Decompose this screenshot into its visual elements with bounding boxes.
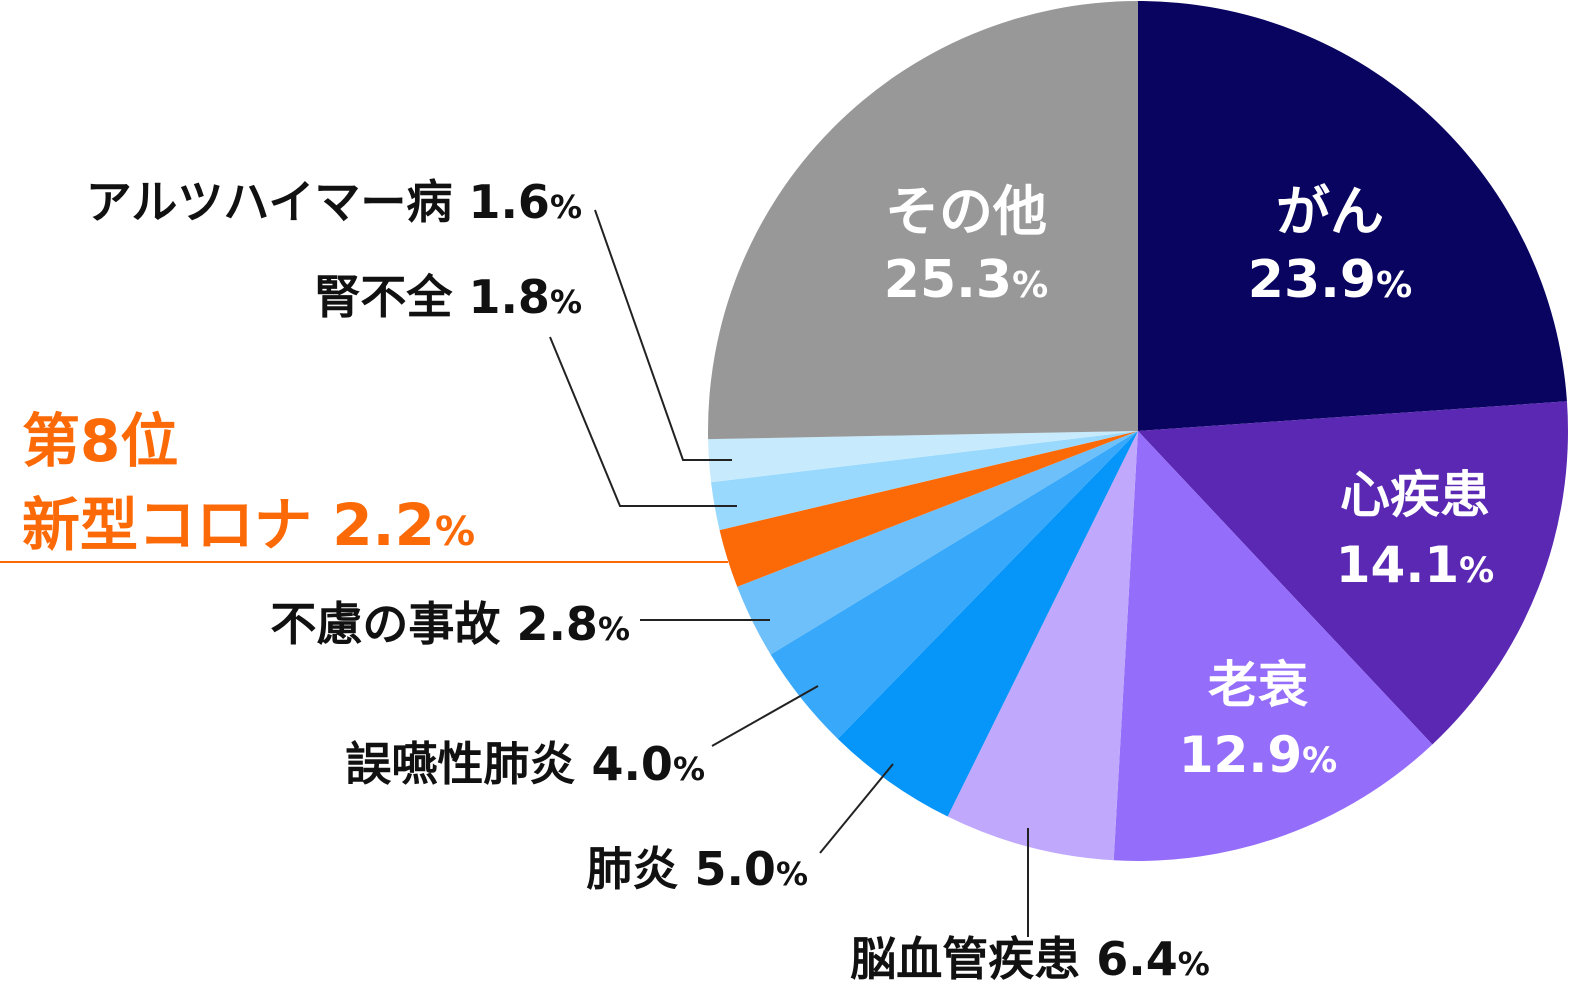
- label-cancer: がん 23.9%: [1248, 180, 1412, 310]
- slice-cerebrovascular: [947, 431, 1138, 861]
- slice-unit-pneumonia: %: [776, 855, 808, 893]
- slices-layer: [708, 1, 1568, 861]
- slice-value-covid: 2.2: [332, 491, 435, 559]
- slice-name-senility: 老衰: [1208, 656, 1308, 714]
- label-aspiration: 誤嚥性肺炎 4.0%: [345, 737, 705, 791]
- slice-value-heart: 14.1: [1336, 536, 1459, 594]
- slice-unit-aspiration: %: [673, 750, 705, 788]
- slice-unit-heart: %: [1459, 551, 1494, 591]
- label-value-senility: 12.9%: [1179, 726, 1337, 784]
- slice-covid: [719, 431, 1138, 587]
- slice-cancer: [1138, 1, 1567, 431]
- slice-name-kidney: 腎不全: [314, 270, 468, 324]
- slice-name-accident: 不慮の事故: [270, 597, 516, 651]
- label-pneumonia: 肺炎 5.0%: [586, 842, 808, 896]
- label-senility: 老衰 12.9%: [1179, 656, 1337, 784]
- leader-line-aspiration: [711, 685, 819, 747]
- slice-name-aspiration: 誤嚥性肺炎: [345, 737, 591, 791]
- leader-lines-layer: [0, 209, 1029, 937]
- slice-unit-covid: %: [435, 509, 475, 555]
- label-other: その他 25.3%: [884, 180, 1048, 310]
- leader-line-pneumonia: [819, 763, 894, 854]
- label-accident-text: 不慮の事故 2.8%: [270, 597, 630, 651]
- slice-value-other: 25.3: [884, 250, 1012, 310]
- label-rank-covid: 第8位: [22, 407, 178, 475]
- slice-value-kidney: 1.8: [468, 270, 550, 324]
- label-cerebrovascular-text: 脳血管疾患 6.4%: [850, 932, 1210, 986]
- slice-value-accident: 2.8: [516, 597, 598, 651]
- label-kidney-text: 腎不全 1.8%: [314, 270, 582, 324]
- slice-value-senility: 12.9: [1179, 726, 1302, 784]
- label-name-other: その他: [885, 180, 1047, 243]
- slice-unit-cancer: %: [1376, 265, 1412, 306]
- slice-unit-senility: %: [1302, 741, 1337, 781]
- leader-line-kidney: [549, 336, 737, 507]
- label-name-heart: 心疾患: [1340, 466, 1490, 524]
- label-name-cancer: がん: [1276, 180, 1384, 243]
- label-alzheimer: アルツハイマー病 1.6%: [86, 175, 582, 229]
- slice-accident: [737, 431, 1138, 655]
- slice-senility: [1113, 431, 1433, 861]
- label-pneumonia-text: 肺炎 5.0%: [586, 842, 808, 896]
- slice-value-cancer: 23.9: [1248, 250, 1376, 310]
- slice-name-covid: 新型コロナ: [22, 491, 332, 559]
- slice-value-pneumonia: 5.0: [694, 842, 776, 896]
- slice-heart: [1138, 401, 1568, 745]
- label-alzheimer-text: アルツハイマー病 1.6%: [86, 175, 582, 229]
- slice-unit-other: %: [1012, 265, 1048, 306]
- slice-value-cerebrovascular: 6.4: [1096, 932, 1178, 986]
- slice-unit-alzheimer: %: [550, 188, 582, 226]
- label-cerebrovascular: 脳血管疾患 6.4%: [850, 932, 1210, 986]
- slice-unit-accident: %: [598, 610, 630, 648]
- slice-rank-covid: 第8位: [22, 407, 178, 475]
- slice-name-heart: 心疾患: [1340, 466, 1490, 524]
- label-aspiration-text: 誤嚥性肺炎 4.0%: [345, 737, 705, 791]
- slice-value-alzheimer: 1.6: [468, 175, 550, 229]
- slice-value-aspiration: 4.0: [591, 737, 673, 791]
- slice-name-pneumonia: 肺炎: [586, 842, 694, 896]
- label-kidney: 腎不全 1.8%: [314, 270, 582, 324]
- label-value-other: 25.3%: [884, 250, 1048, 310]
- slice-name-cancer: がん: [1276, 180, 1384, 243]
- slice-aspiration: [770, 431, 1138, 739]
- slice-other: [708, 1, 1138, 440]
- label-heart: 心疾患 14.1%: [1336, 466, 1494, 594]
- label-value-heart: 14.1%: [1336, 536, 1494, 594]
- slice-pneumonia: [837, 431, 1138, 817]
- slice-unit-cerebrovascular: %: [1178, 945, 1210, 983]
- slice-unit-kidney: %: [550, 283, 582, 321]
- label-accident: 不慮の事故 2.8%: [270, 597, 630, 651]
- slice-name-alzheimer: アルツハイマー病: [86, 175, 469, 229]
- slice-alzheimer: [708, 431, 1138, 483]
- slice-name-cerebrovascular: 脳血管疾患: [850, 932, 1096, 986]
- label-name-senility: 老衰: [1208, 656, 1308, 714]
- label-value-covid: 新型コロナ 2.2%: [22, 491, 475, 559]
- slice-name-other: その他: [885, 180, 1047, 243]
- slice-kidney: [711, 431, 1138, 531]
- label-value-cancer: 23.9%: [1248, 250, 1412, 310]
- leader-line-alzheimer: [594, 209, 732, 461]
